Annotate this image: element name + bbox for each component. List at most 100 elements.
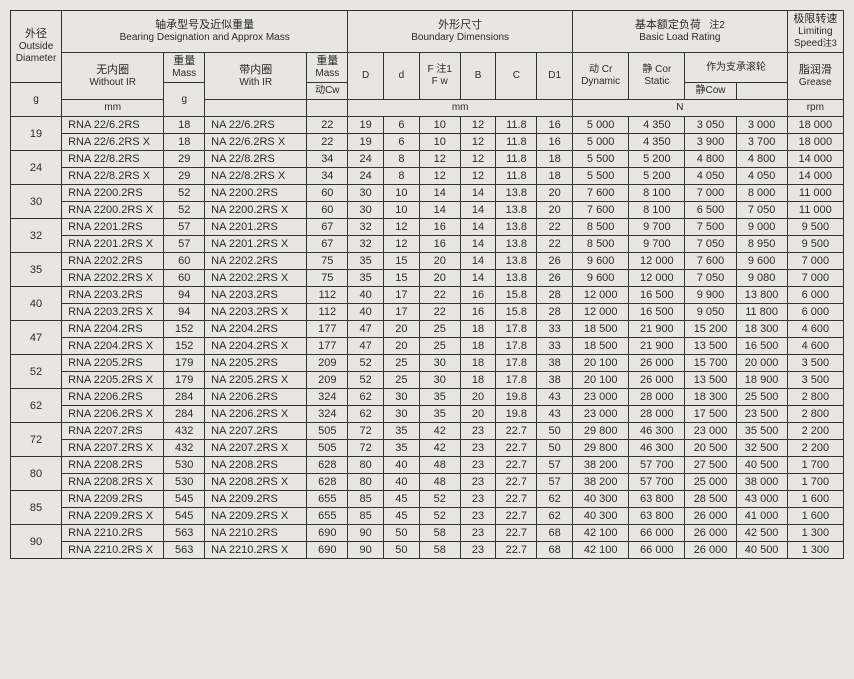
cell-m1: 530 bbox=[164, 457, 205, 474]
table-body: 19RNA 22/6.2RS18NA 22/6.2RS22196101211.8… bbox=[11, 117, 844, 559]
cell-Fw: 14 bbox=[419, 202, 460, 219]
cell-Cr: 5 000 bbox=[573, 134, 629, 151]
cell-D1: 62 bbox=[537, 491, 573, 508]
cell-od: 40 bbox=[11, 287, 62, 321]
cell-D: 30 bbox=[348, 185, 384, 202]
cell-ir: NA 2206.2RS X bbox=[205, 406, 307, 423]
cell-D1: 16 bbox=[537, 117, 573, 134]
cell-B: 18 bbox=[460, 372, 496, 389]
cell-d: 12 bbox=[384, 219, 420, 236]
cell-m1: 179 bbox=[164, 372, 205, 389]
hdr-Fw: F 注1F w bbox=[419, 53, 460, 100]
table-row: 35RNA 2202.2RS60NA 2202.2RS753515201413.… bbox=[11, 253, 844, 270]
cell-rpm: 1 300 bbox=[787, 525, 843, 542]
cell-B: 14 bbox=[460, 185, 496, 202]
table-row: 62RNA 2206.2RS284NA 2206.2RS324623035201… bbox=[11, 389, 844, 406]
cell-wir: RNA 2208.2RS bbox=[62, 457, 164, 474]
cell-Cor: 66 000 bbox=[629, 525, 685, 542]
cell-B: 14 bbox=[460, 270, 496, 287]
cell-B: 12 bbox=[460, 134, 496, 151]
cell-m2: 690 bbox=[307, 542, 348, 559]
cell-Cr: 18 500 bbox=[573, 321, 629, 338]
cell-wir: RNA 2210.2RS X bbox=[62, 542, 164, 559]
cell-ir: NA 2200.2RS bbox=[205, 185, 307, 202]
cell-D1: 22 bbox=[537, 236, 573, 253]
cell-Cor: 63 800 bbox=[629, 491, 685, 508]
cell-Cw: 9 900 bbox=[685, 287, 736, 304]
cell-B: 23 bbox=[460, 474, 496, 491]
cell-od: 52 bbox=[11, 355, 62, 389]
cell-Cow: 43 000 bbox=[736, 491, 787, 508]
cell-m1: 432 bbox=[164, 423, 205, 440]
cell-m1: 18 bbox=[164, 134, 205, 151]
cell-C: 13.8 bbox=[496, 202, 537, 219]
cell-C: 17.8 bbox=[496, 338, 537, 355]
cell-Cor: 26 000 bbox=[629, 372, 685, 389]
cell-D: 80 bbox=[348, 474, 384, 491]
cell-B: 23 bbox=[460, 440, 496, 457]
cell-d: 15 bbox=[384, 270, 420, 287]
cell-Cw: 7 050 bbox=[685, 270, 736, 287]
cell-Fw: 52 bbox=[419, 491, 460, 508]
cell-Cor: 5 200 bbox=[629, 168, 685, 185]
cell-d: 25 bbox=[384, 372, 420, 389]
cell-Cor: 66 000 bbox=[629, 542, 685, 559]
cell-m2: 209 bbox=[307, 355, 348, 372]
cell-od: 62 bbox=[11, 389, 62, 423]
cell-rpm: 9 500 bbox=[787, 219, 843, 236]
cell-D: 52 bbox=[348, 355, 384, 372]
cell-m2: 324 bbox=[307, 389, 348, 406]
table-row: 90RNA 2210.2RS563NA 2210.2RS690905058232… bbox=[11, 525, 844, 542]
cell-Cw: 28 500 bbox=[685, 491, 736, 508]
table-row: RNA 2210.2RS X563NA 2210.2RS X6909050582… bbox=[11, 542, 844, 559]
cell-Cr: 42 100 bbox=[573, 525, 629, 542]
cell-Cw: 20 500 bbox=[685, 440, 736, 457]
cell-C: 19.8 bbox=[496, 389, 537, 406]
table-row: RNA 2204.2RS X152NA 2204.2RS X1774720251… bbox=[11, 338, 844, 355]
cell-od: 90 bbox=[11, 525, 62, 559]
cell-Cow: 20 000 bbox=[736, 355, 787, 372]
cell-D1: 28 bbox=[537, 287, 573, 304]
cell-D: 52 bbox=[348, 372, 384, 389]
table-row: RNA 2206.2RS X284NA 2206.2RS X3246230352… bbox=[11, 406, 844, 423]
cell-rpm: 11 000 bbox=[787, 185, 843, 202]
cell-m2: 60 bbox=[307, 202, 348, 219]
cell-d: 30 bbox=[384, 406, 420, 423]
cell-Cor: 28 000 bbox=[629, 406, 685, 423]
cell-ir: NA 2201.2RS bbox=[205, 219, 307, 236]
cell-C: 13.8 bbox=[496, 219, 537, 236]
cell-Cr: 9 600 bbox=[573, 253, 629, 270]
cell-rpm: 6 000 bbox=[787, 304, 843, 321]
cell-wir: RNA 2206.2RS X bbox=[62, 406, 164, 423]
cell-D1: 57 bbox=[537, 474, 573, 491]
cell-Cor: 12 000 bbox=[629, 270, 685, 287]
cell-Fw: 10 bbox=[419, 117, 460, 134]
cell-ir: NA 22/8.2RS X bbox=[205, 168, 307, 185]
cell-od: 85 bbox=[11, 491, 62, 525]
hdr-static: 静 CorStatic bbox=[629, 53, 685, 100]
cell-Cw: 17 500 bbox=[685, 406, 736, 423]
cell-Cor: 9 700 bbox=[629, 219, 685, 236]
table-row: RNA 2200.2RS X52NA 2200.2RS X60301014141… bbox=[11, 202, 844, 219]
cell-od: 35 bbox=[11, 253, 62, 287]
cell-D1: 38 bbox=[537, 372, 573, 389]
cell-d: 20 bbox=[384, 338, 420, 355]
cell-m1: 52 bbox=[164, 185, 205, 202]
cell-d: 17 bbox=[384, 287, 420, 304]
cell-B: 12 bbox=[460, 168, 496, 185]
cell-ir: NA 2203.2RS bbox=[205, 287, 307, 304]
cell-Cow: 18 900 bbox=[736, 372, 787, 389]
cell-D: 47 bbox=[348, 321, 384, 338]
cell-m2: 112 bbox=[307, 304, 348, 321]
cell-ir: NA 2204.2RS bbox=[205, 321, 307, 338]
cell-B: 18 bbox=[460, 321, 496, 338]
cell-wir: RNA 2207.2RS X bbox=[62, 440, 164, 457]
table-row: 80RNA 2208.2RS530NA 2208.2RS628804048232… bbox=[11, 457, 844, 474]
cell-Cr: 20 100 bbox=[573, 355, 629, 372]
cell-m1: 57 bbox=[164, 236, 205, 253]
cell-Cw: 3 050 bbox=[685, 117, 736, 134]
table-row: 24RNA 22/8.2RS29NA 22/8.2RS34248121211.8… bbox=[11, 151, 844, 168]
cell-D: 24 bbox=[348, 151, 384, 168]
cell-Fw: 12 bbox=[419, 168, 460, 185]
cell-Cor: 57 700 bbox=[629, 474, 685, 491]
